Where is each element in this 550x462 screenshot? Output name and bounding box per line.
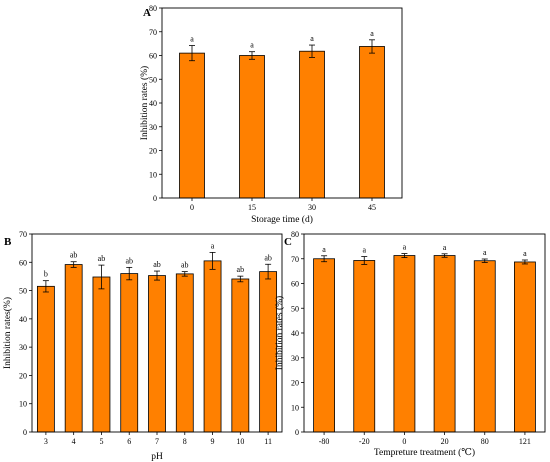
bar <box>299 50 325 199</box>
y-tick-label: 30 <box>149 123 157 132</box>
bar <box>473 260 496 433</box>
bar <box>393 255 416 433</box>
significance-label: a <box>190 35 194 44</box>
y-tick-label: 10 <box>291 403 299 412</box>
y-tick-label: 10 <box>149 170 157 179</box>
y-tick-label: 40 <box>19 315 27 324</box>
significance-label: a <box>443 243 447 252</box>
plot-frame <box>303 233 546 433</box>
significance-label: ab <box>153 260 161 269</box>
significance-label: a <box>403 243 407 252</box>
bar <box>179 52 205 199</box>
plot-frame <box>31 233 283 433</box>
y-tick-label: 30 <box>291 354 299 363</box>
x-tick-label: 11 <box>264 437 272 446</box>
y-tick-label: 40 <box>291 329 299 338</box>
bar <box>36 285 55 433</box>
y-tick-label: 20 <box>291 379 299 388</box>
significance-label: a <box>523 249 527 258</box>
x-tick-label: 80 <box>481 437 489 446</box>
x-tick-label: 7 <box>155 437 159 446</box>
y-tick-label: 0 <box>153 194 157 203</box>
plot-frame <box>161 7 403 199</box>
x-axis-title: pH <box>151 452 163 462</box>
x-tick-label: 3 <box>44 437 48 446</box>
panel-letter-b: B <box>4 236 12 248</box>
x-tick-label: 5 <box>99 437 103 446</box>
y-tick-label: 60 <box>19 258 27 267</box>
x-tick-label: -80 <box>319 437 330 446</box>
significance-label: a <box>362 246 366 255</box>
x-tick-label: 9 <box>211 437 215 446</box>
y-tick-label: 80 <box>291 230 299 239</box>
y-tick-label: 50 <box>149 75 157 84</box>
bar <box>239 55 265 199</box>
x-tick-label: 0 <box>402 437 406 446</box>
significance-label: a <box>250 41 254 50</box>
y-tick-label: 50 <box>19 287 27 296</box>
y-tick-label: 50 <box>291 304 299 313</box>
x-tick-label: 20 <box>441 437 449 446</box>
significance-label: a <box>483 248 487 257</box>
x-tick-label: 121 <box>519 437 531 446</box>
significance-label: a <box>310 34 314 43</box>
y-tick-label: 60 <box>149 52 157 61</box>
bar <box>203 260 222 433</box>
x-tick-label: 15 <box>248 203 256 212</box>
y-tick-label: 60 <box>291 280 299 289</box>
x-axis-title: Storage time (d) <box>251 214 313 225</box>
bar <box>175 273 194 433</box>
y-axis-title: Inhibition rates(%) <box>2 297 13 369</box>
x-tick-label: 45 <box>368 203 376 212</box>
significance-label: ab <box>125 256 133 265</box>
panel-letter-c: C <box>284 236 292 248</box>
y-tick-label: 70 <box>291 255 299 264</box>
bar <box>359 46 385 199</box>
bar <box>353 260 376 433</box>
y-tick-label: 10 <box>19 400 27 409</box>
bar <box>313 258 335 433</box>
y-tick-label: 20 <box>149 147 157 156</box>
significance-label: a <box>211 241 215 250</box>
significance-label: ab <box>98 254 106 263</box>
bar <box>231 278 250 433</box>
y-tick-label: 40 <box>149 99 157 108</box>
y-axis-title: Inhibition rates (%) <box>139 66 150 140</box>
bar <box>514 261 536 433</box>
bar <box>64 264 83 433</box>
y-tick-label: 70 <box>149 28 157 37</box>
significance-label: a <box>370 29 374 38</box>
y-tick-label: 30 <box>19 343 27 352</box>
bar <box>148 275 166 433</box>
x-tick-label: 4 <box>72 437 76 446</box>
bar <box>433 255 456 433</box>
y-tick-label: 80 <box>149 4 157 13</box>
y-tick-label: 0 <box>23 428 27 437</box>
panel-letter-a: A <box>143 7 151 19</box>
bar <box>120 273 139 433</box>
y-axis-title: Inhibition rates (%) <box>274 296 285 370</box>
x-axis-title: Tempreture treatment (℃) <box>374 447 475 458</box>
x-tick-label: 6 <box>127 437 131 446</box>
significance-label: ab <box>70 251 78 260</box>
x-tick-label: 10 <box>236 437 244 446</box>
significance-label: ab <box>264 253 272 262</box>
x-tick-label: 30 <box>308 203 316 212</box>
y-tick-label: 0 <box>295 428 299 437</box>
significance-label: a <box>322 245 326 254</box>
bar <box>92 276 111 433</box>
significance-label: ab <box>181 261 189 270</box>
y-tick-label: 70 <box>19 230 27 239</box>
significance-label: ab <box>237 265 245 274</box>
x-tick-label: -20 <box>359 437 370 446</box>
y-tick-label: 20 <box>19 371 27 380</box>
x-tick-label: 0 <box>190 203 194 212</box>
x-tick-label: 8 <box>183 437 187 446</box>
significance-label: b <box>44 270 48 279</box>
